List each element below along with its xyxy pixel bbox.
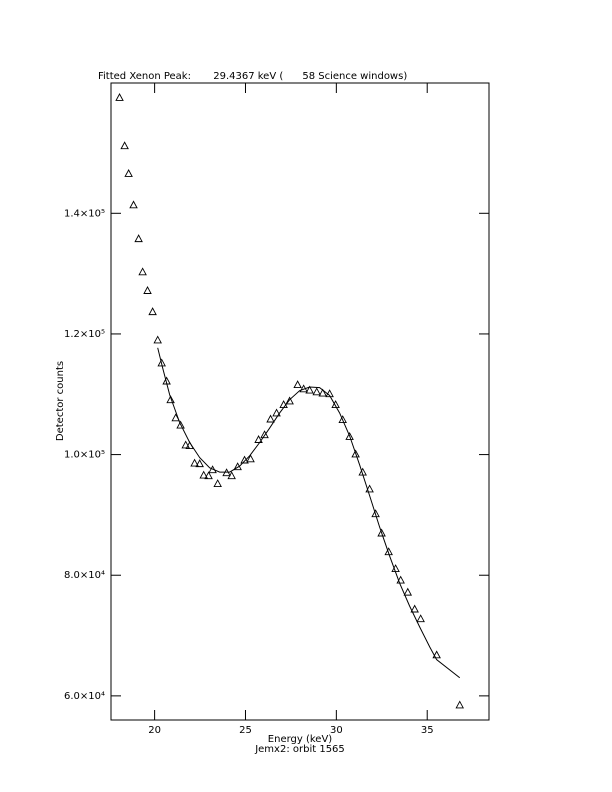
y-axis-label: Detector counts — [55, 361, 66, 441]
data-point — [195, 459, 204, 468]
data-point — [338, 415, 347, 424]
subtitle: Jemx2: orbit 1565 — [254, 744, 345, 755]
data-point — [432, 650, 441, 659]
x-tick-label: 20 — [148, 725, 161, 736]
data-point — [318, 388, 327, 397]
data-point — [410, 604, 419, 613]
data-point — [190, 458, 199, 467]
data-point — [176, 420, 185, 429]
chart-title: Fitted Xenon Peak: 29.4367 keV ( 58 Scie… — [98, 71, 407, 82]
data-point — [124, 169, 133, 177]
data-point — [227, 471, 236, 480]
data-point — [377, 528, 386, 537]
y-tick-label: 1.4×10⁵ — [64, 208, 105, 219]
data-point — [254, 435, 263, 443]
data-point — [396, 575, 405, 584]
data-point — [115, 93, 124, 101]
data-point — [143, 286, 152, 294]
data-point — [266, 414, 275, 423]
data-point — [312, 387, 321, 396]
x-tick-label: 35 — [421, 725, 434, 736]
data-point — [325, 389, 334, 398]
x-tick-label: 25 — [239, 725, 252, 736]
y-tick-label: 1.2×10⁵ — [64, 329, 105, 340]
data-point — [129, 200, 138, 209]
y-tick-label: 1.0×10⁵ — [64, 450, 105, 461]
data-point — [403, 587, 413, 596]
data-point — [455, 700, 464, 709]
data-point — [204, 471, 213, 480]
data-point — [272, 408, 281, 417]
x-tick-label: 30 — [330, 725, 343, 736]
data-point — [260, 430, 269, 439]
data-point — [199, 470, 208, 479]
data-point — [181, 440, 190, 449]
data-point — [153, 335, 162, 344]
y-tick-label: 6.0×10⁴ — [64, 691, 105, 702]
data-point — [351, 449, 360, 458]
data-point — [293, 380, 302, 389]
data-point — [416, 614, 425, 623]
data-point — [285, 396, 294, 405]
y-tick-label: 8.0×10⁴ — [64, 570, 105, 581]
data-point — [305, 385, 314, 394]
plot-frame — [110, 82, 490, 721]
data-point — [246, 454, 255, 463]
data-point — [134, 234, 143, 243]
data-point — [166, 395, 175, 404]
data-point — [213, 479, 222, 487]
data-point — [138, 267, 147, 276]
data-point — [371, 509, 380, 518]
data-point — [345, 432, 354, 440]
fit-line — [157, 347, 461, 679]
data-point — [148, 307, 157, 316]
data-point — [331, 400, 340, 408]
data-point — [120, 141, 129, 150]
x-axis-label: Energy (keV) — [268, 734, 333, 745]
